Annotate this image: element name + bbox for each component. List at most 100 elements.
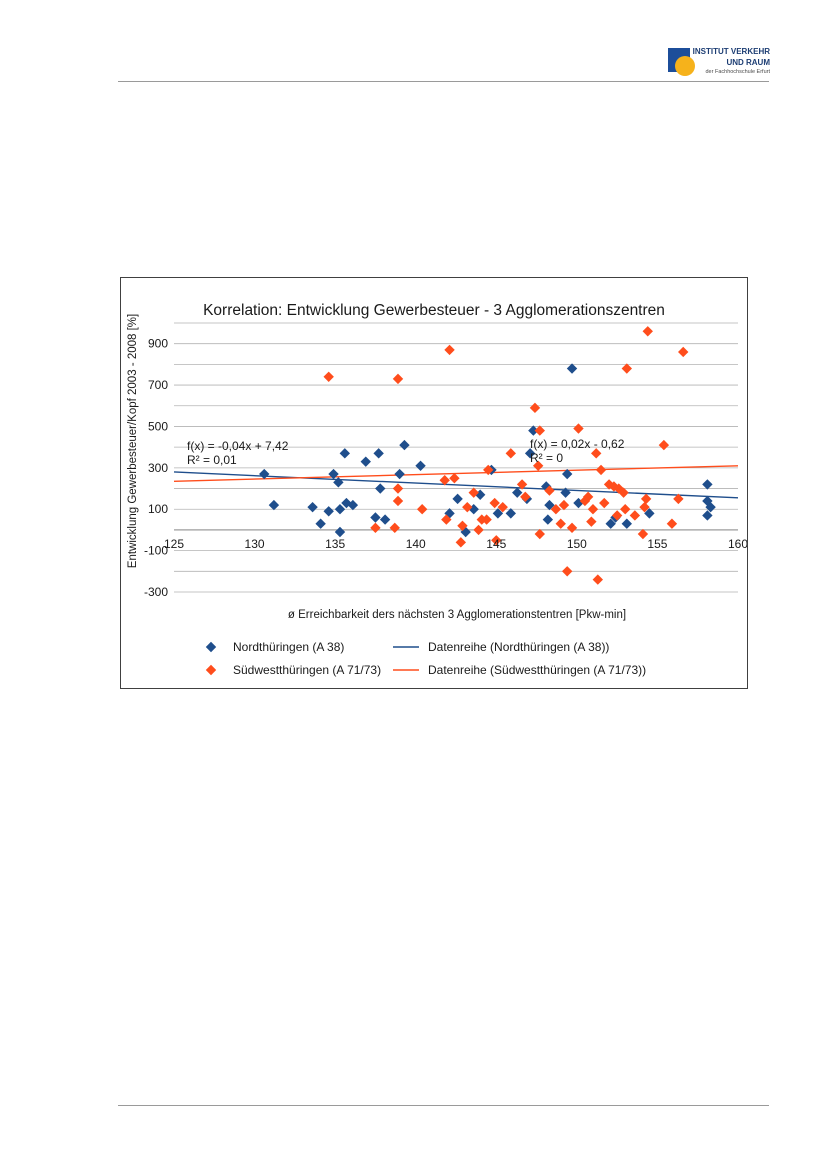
legend-marker-symbol: [205, 641, 217, 653]
point-suedwestthueringen: [392, 373, 404, 385]
point-nordthueringen: [452, 493, 463, 505]
y-tick-label: -300: [144, 585, 168, 599]
point-nordthueringen: [373, 448, 384, 459]
point-suedwestthueringen: [642, 326, 653, 337]
x-tick-label: 145: [486, 537, 506, 551]
point-suedwestthueringen: [629, 510, 641, 521]
point-suedwestthueringen: [323, 371, 334, 382]
point-suedwestthueringen: [489, 497, 500, 509]
point-suedwestthueringen: [673, 493, 684, 505]
point-suedwestthueringen: [516, 479, 528, 490]
point-suedwestthueringen: [392, 483, 404, 494]
point-nordthueringen: [702, 510, 713, 521]
point-nordthueringen: [621, 518, 633, 529]
point-suedwestthueringen: [529, 402, 541, 414]
point-suedwestthueringen: [505, 448, 516, 459]
point-suedwestthueringen: [439, 475, 450, 486]
x-tick-label: 135: [325, 537, 345, 551]
point-nordthueringen: [307, 501, 318, 513]
point-suedwestthueringen: [532, 460, 544, 471]
point-suedwestthueringen: [613, 483, 624, 494]
point-nordthueringen: [339, 448, 351, 459]
point-nordthueringen: [544, 499, 555, 511]
x-tick-label: 155: [647, 537, 667, 551]
point-suedwestthueringen: [483, 464, 494, 476]
chart-legend: Nordthüringen (A 38) Datenreihe (Nordthür…: [205, 640, 646, 677]
point-nordthueringen: [347, 499, 359, 511]
point-suedwestthueringen: [603, 479, 615, 490]
scatter-chart: Korrelation: Entwicklung Gewerbesteuer -…: [127, 302, 747, 677]
point-suedwestthueringen: [639, 501, 650, 513]
point-nordthueringen: [541, 481, 552, 492]
point-suedwestthueringen: [586, 516, 597, 527]
logo-sun-circle: [675, 56, 695, 76]
point-suedwestthueringen: [558, 499, 570, 511]
legend-marker-symbol: [205, 664, 217, 676]
trend-line-suedwestthueringen: [173, 465, 739, 482]
point-nordthueringen: [702, 495, 713, 507]
point-nordthueringen: [323, 506, 334, 517]
trend-line-nordthueringen: [173, 471, 739, 499]
point-suedwestthueringen: [555, 518, 566, 529]
legend-label: Südwestthüringen (A 71/73): [233, 663, 381, 677]
point-nordthueringen: [605, 518, 616, 529]
point-nordthueringen: [259, 468, 270, 480]
point-nordthueringen: [315, 518, 326, 529]
chart-frame: Korrelation: Entwicklung Gewerbesteuer -…: [120, 277, 748, 689]
r-squared-label: R² = 0,01: [187, 453, 237, 467]
y-tick-label: 500: [148, 419, 168, 433]
point-suedwestthueringen: [587, 504, 599, 515]
r-squared-label: R² = 0: [530, 451, 563, 465]
point-suedwestthueringen: [389, 522, 400, 534]
tick-labels: -300 -100 100 300 500 700 900 125 130 135 140 145 15…: [144, 337, 747, 599]
point-suedwestthueringen: [599, 497, 610, 509]
point-suedwestthueringen: [462, 501, 473, 513]
point-suedwestthueringen: [678, 346, 689, 358]
point-suedwestthueringen: [658, 439, 670, 451]
point-nordthueringen: [702, 479, 713, 490]
point-nordthueringen: [328, 468, 339, 480]
point-suedwestthueringen: [449, 472, 460, 484]
point-suedwestthueringen: [455, 537, 467, 548]
point-nordthueringen: [333, 477, 344, 488]
point-suedwestthueringen: [497, 501, 508, 513]
regression-equation: f(x) = 0,02x - 0,62: [530, 437, 625, 451]
y-tick-label: -100: [144, 544, 168, 558]
legend-label: Datenreihe (Südwestthüringen (A 71/73)): [428, 663, 646, 677]
point-suedwestthueringen: [592, 574, 604, 585]
regression-equation: f(x) = -0,04x + 7,42: [187, 439, 289, 453]
point-nordthueringen: [268, 499, 280, 511]
point-suedwestthueringen: [566, 522, 578, 534]
institute-logo: INSTITUT VERKEHR UND RAUM der Fachhochsc…: [668, 46, 778, 80]
x-tick-label: 160: [728, 537, 747, 551]
gridlines: [174, 322, 738, 593]
point-suedwestthueringen: [573, 423, 584, 434]
point-nordthueringen: [566, 363, 578, 374]
logo-line-2: UND RAUM: [726, 58, 770, 67]
point-suedwestthueringen: [595, 464, 607, 476]
point-nordthueringen: [542, 514, 554, 525]
x-tick-label: 130: [245, 537, 265, 551]
point-nordthueringen: [399, 439, 410, 451]
trend-lines: [173, 465, 739, 499]
point-nordthueringen: [705, 501, 716, 513]
chart-title: Korrelation: Entwicklung Gewerbesteuer -…: [203, 302, 665, 319]
point-suedwestthueringen: [416, 504, 428, 515]
point-suedwestthueringen: [534, 425, 545, 436]
point-suedwestthueringen: [620, 504, 631, 515]
x-tick-label: 150: [567, 537, 587, 551]
header-rule: [118, 81, 769, 82]
point-nordthueringen: [334, 526, 346, 538]
point-suedwestthueringen: [392, 495, 404, 507]
point-suedwestthueringen: [561, 566, 573, 577]
point-suedwestthueringen: [473, 524, 484, 536]
point-suedwestthueringen: [666, 518, 678, 529]
x-tick-label: 125: [164, 537, 184, 551]
y-tick-label: 700: [148, 378, 168, 392]
legend-label: Datenreihe (Nordthüringen (A 38)): [428, 640, 609, 654]
logo-line-3: der Fachhochschule Erfurt: [705, 69, 770, 75]
point-nordthueringen: [505, 508, 516, 519]
point-suedwestthueringen: [640, 493, 652, 505]
y-tick-label: 300: [148, 461, 168, 475]
